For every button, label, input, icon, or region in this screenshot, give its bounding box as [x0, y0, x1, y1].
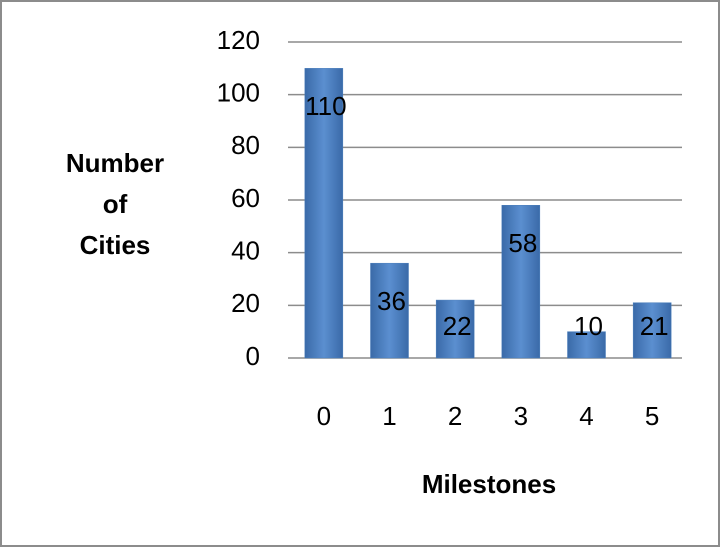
y-tick-label: 80: [231, 130, 260, 160]
bar: [567, 331, 606, 359]
data-label: 36: [377, 286, 406, 316]
data-label: 58: [508, 228, 537, 258]
bar: [304, 68, 344, 359]
data-label: 110: [305, 91, 346, 121]
bar: [370, 262, 409, 359]
bar: [435, 299, 475, 359]
x-tick-label: 2: [448, 401, 462, 431]
y-tick-label: 20: [231, 288, 260, 318]
x-tick-label: 1: [382, 401, 396, 431]
bar: [501, 205, 541, 359]
data-label: 10: [574, 311, 603, 341]
x-tick-label: 3: [514, 401, 528, 431]
y-tick-label: 100: [217, 78, 260, 108]
x-tick-label: 0: [317, 401, 331, 431]
x-tick-label: 5: [645, 401, 659, 431]
x-tick-label: 4: [579, 401, 593, 431]
bar: [632, 302, 672, 359]
y-tick-label: 120: [217, 25, 260, 55]
data-label: 21: [640, 311, 669, 341]
data-label: 22: [443, 311, 472, 341]
x-axis-label: Milestones: [422, 469, 556, 499]
y-axis-label: Number of Cities: [65, 148, 165, 260]
y-tick-label: 60: [231, 183, 260, 213]
y-tick-label: 40: [231, 236, 260, 266]
y-tick-label: 0: [246, 341, 260, 371]
